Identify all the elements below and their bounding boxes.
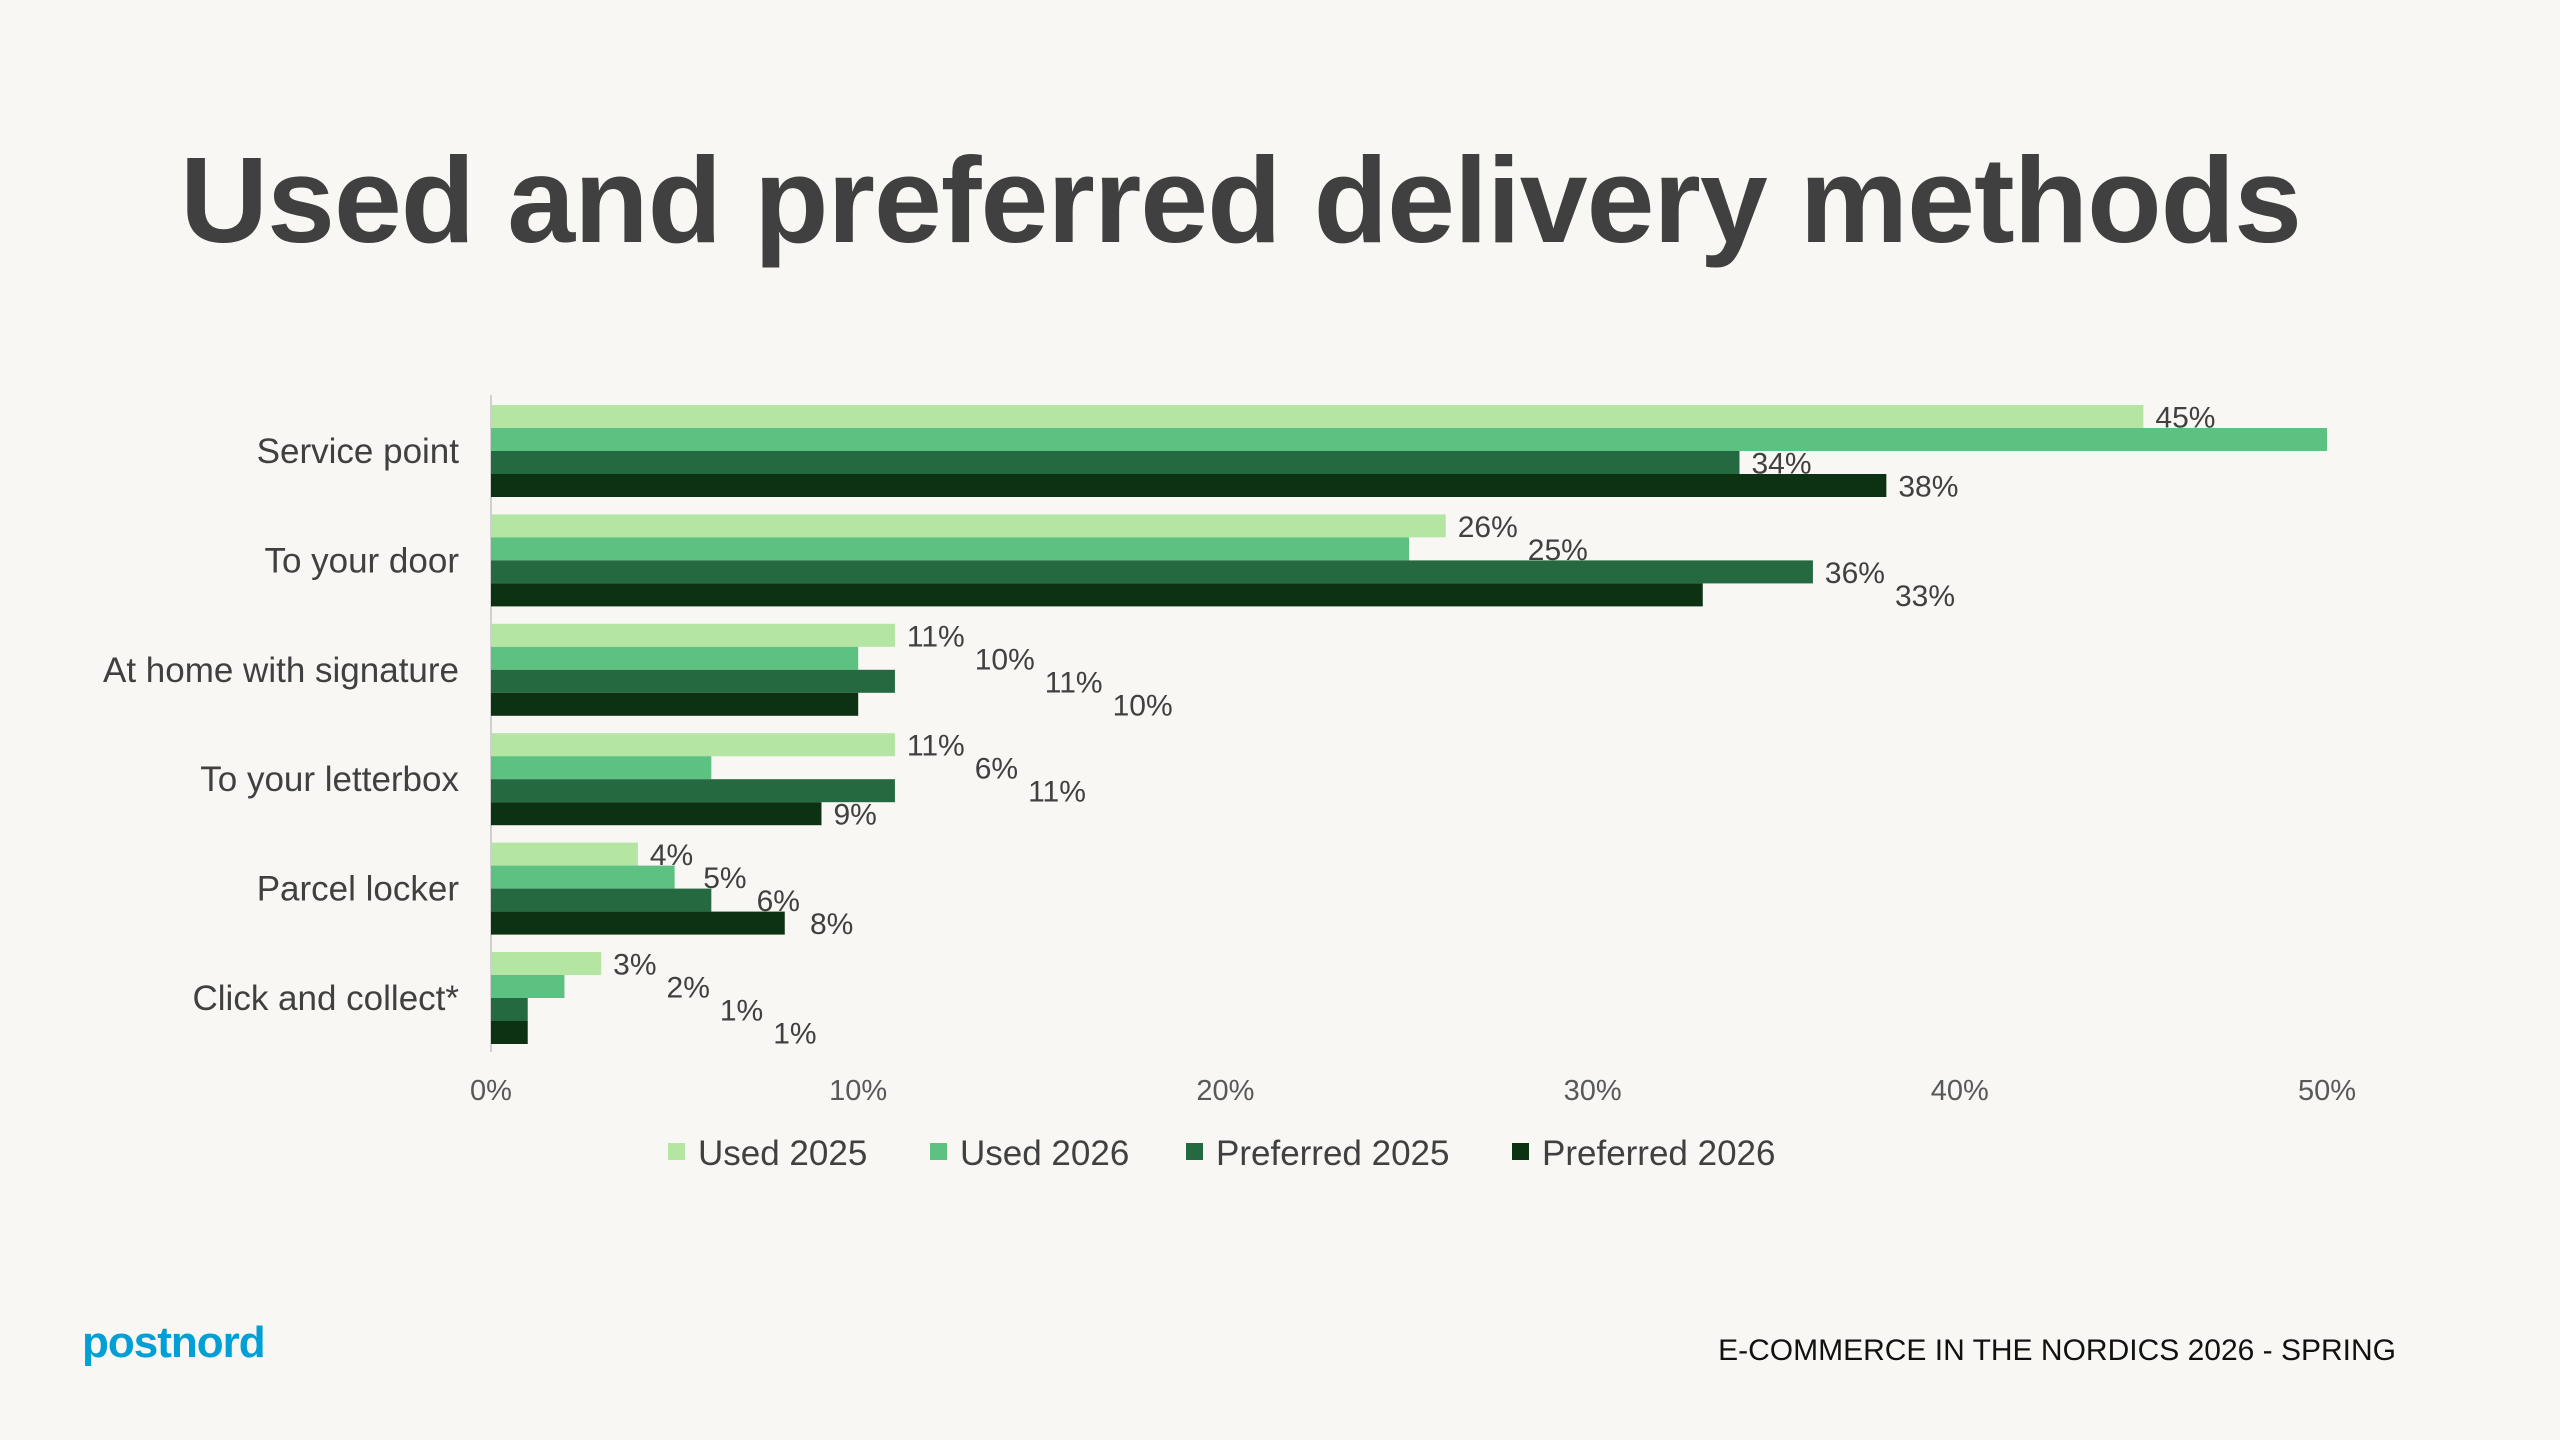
data-label: 38%	[1898, 471, 1958, 504]
bar	[491, 865, 675, 889]
bar	[491, 451, 1740, 474]
legend-label: Preferred 2026	[1542, 1134, 1775, 1173]
bar	[491, 733, 895, 757]
data-label: 10%	[975, 643, 1035, 676]
bar	[491, 646, 859, 670]
category-label: To your letterbox	[200, 760, 459, 799]
data-label: 10%	[1113, 689, 1173, 722]
data-label: 2%	[667, 972, 710, 1005]
bar	[491, 405, 2144, 428]
x-tick-label: 40%	[1931, 1075, 1989, 1107]
bar	[491, 669, 895, 693]
bar	[491, 560, 1813, 584]
bar	[491, 692, 859, 716]
bar	[491, 623, 895, 647]
category-label: Service point	[257, 432, 460, 471]
bar	[491, 975, 565, 998]
bar	[491, 514, 1446, 538]
bar	[491, 474, 1887, 497]
bar	[491, 1021, 528, 1044]
bar	[491, 756, 712, 780]
bar	[491, 583, 1703, 607]
bar	[491, 842, 638, 866]
data-label: 1%	[720, 995, 763, 1028]
category-label: Parcel locker	[257, 870, 460, 909]
data-label: 9%	[833, 799, 876, 832]
x-tick-label: 50%	[2298, 1075, 2356, 1107]
x-tick-label: 10%	[829, 1075, 887, 1107]
data-label: 26%	[1458, 511, 1518, 544]
legend-swatch	[1186, 1143, 1203, 1160]
footer-text: E-COMMERCE IN THE NORDICS 2026 - SPRING	[1718, 1334, 2396, 1367]
bar	[491, 888, 712, 912]
data-label: 6%	[975, 753, 1018, 786]
data-label: 11%	[1045, 666, 1103, 699]
category-label: At home with signature	[103, 651, 459, 690]
legend-label: Preferred 2025	[1216, 1134, 1449, 1173]
bar	[491, 998, 528, 1021]
data-label: 36%	[1825, 557, 1885, 590]
legend-swatch	[930, 1143, 947, 1160]
data-label: 8%	[810, 908, 853, 941]
bar	[491, 779, 895, 803]
category-label: To your door	[264, 541, 459, 580]
bar	[491, 802, 822, 826]
data-label: 1%	[773, 1018, 816, 1051]
category-label: Click and collect*	[193, 979, 460, 1018]
bar	[491, 428, 2327, 451]
bar	[491, 952, 602, 975]
legend-swatch	[1512, 1143, 1529, 1160]
legend-swatch	[668, 1143, 685, 1160]
data-label: 11%	[907, 620, 965, 653]
data-label: 33%	[1895, 580, 1955, 613]
postnord-logo: postnord	[82, 1318, 266, 1367]
page-title: Used and preferred delivery methods	[180, 132, 2302, 268]
x-tick-label: 20%	[1196, 1075, 1254, 1107]
bar	[491, 911, 785, 935]
bar	[491, 537, 1409, 561]
legend-label: Used 2026	[960, 1134, 1129, 1173]
data-label: 11%	[907, 730, 965, 763]
x-tick-label: 30%	[1564, 1075, 1622, 1107]
legend-label: Used 2025	[698, 1134, 867, 1173]
data-label: 11%	[1028, 776, 1086, 809]
x-tick-label: 0%	[470, 1075, 512, 1107]
data-label: 3%	[613, 949, 656, 982]
